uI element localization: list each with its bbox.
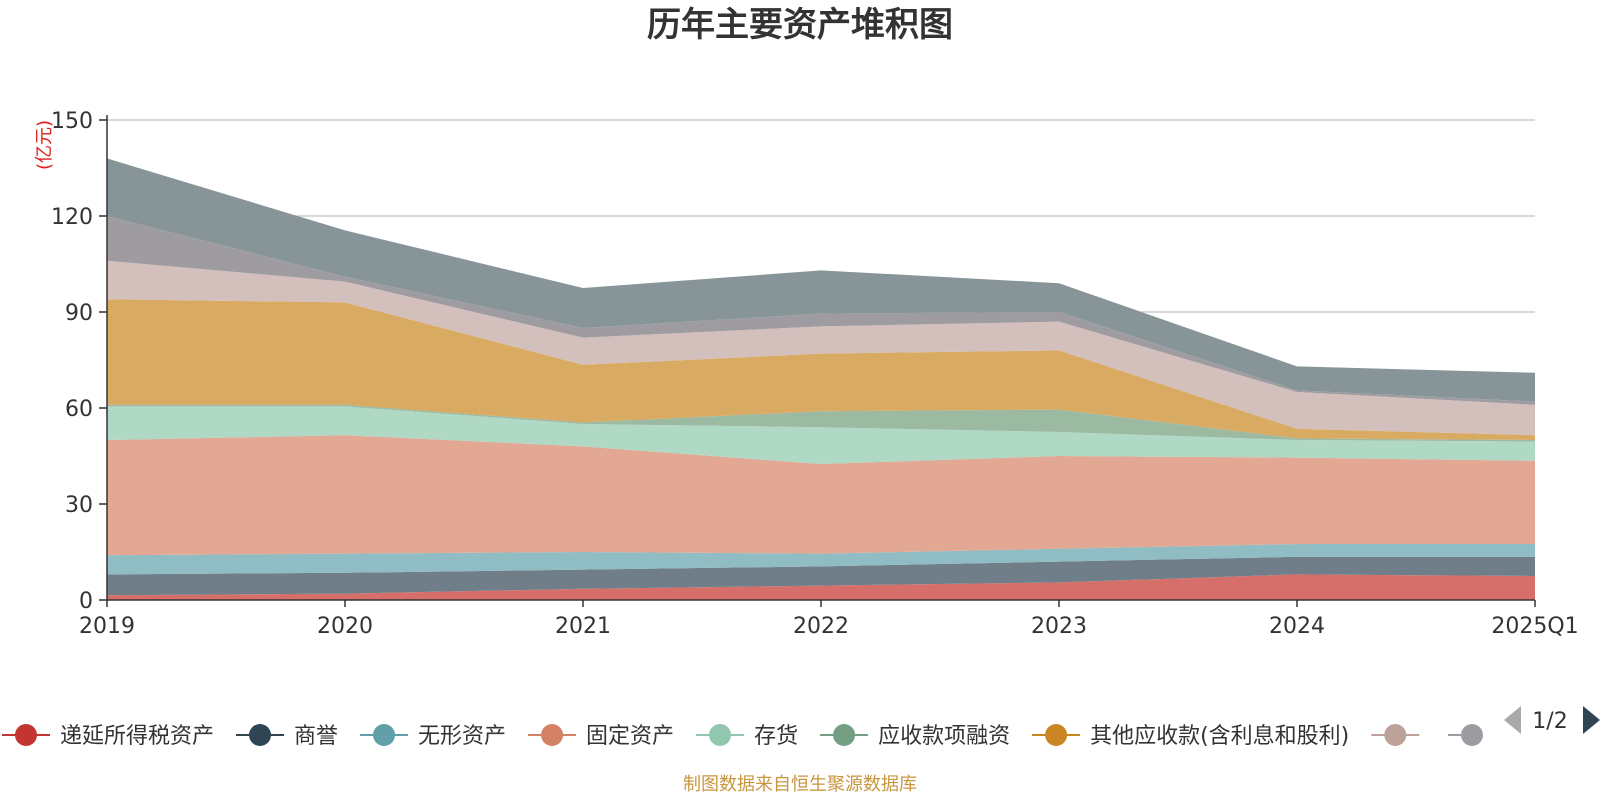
pager-next-arrow-icon[interactable] <box>1583 706 1600 734</box>
legend-item[interactable]: 无形资产 <box>360 724 506 749</box>
legend-marker <box>1461 724 1483 746</box>
x-tick-label: 2025Q1 <box>1491 614 1578 639</box>
legend-marker <box>249 724 272 746</box>
stacked-areas <box>107 158 1535 600</box>
legend[interactable]: 递延所得税资产 商誉 无形资产 固定资产 存货 应收款项融资 其他应收款(含利息和股利) <box>2 724 1483 749</box>
y-tick-label: 60 <box>65 397 93 422</box>
x-tick-label: 2021 <box>555 614 611 639</box>
legend-label: 应收款项融资 <box>878 724 1010 749</box>
y-tick-label: 150 <box>51 109 93 134</box>
legend-pager[interactable]: 1/2 <box>1504 706 1600 734</box>
legend-marker <box>709 724 732 746</box>
legend-item[interactable]: 递延所得税资产 <box>2 724 214 749</box>
legend-item[interactable] <box>1371 724 1420 746</box>
legend-item[interactable]: 商誉 <box>236 724 338 749</box>
area-series-1 <box>107 556 1535 596</box>
x-tick-label: 2024 <box>1269 614 1325 639</box>
y-tick-label: 0 <box>79 589 93 614</box>
area-series-0 <box>107 574 1535 600</box>
y-tick-label: 30 <box>65 493 93 518</box>
y-tick-label: 120 <box>51 205 93 230</box>
area-series-3 <box>107 435 1535 556</box>
legend-marker <box>1384 724 1407 746</box>
area-series-9 <box>107 158 1535 402</box>
x-tick-label: 2022 <box>793 614 849 639</box>
legend-item[interactable]: 存货 <box>696 724 798 749</box>
legend-item[interactable]: 固定资产 <box>528 724 674 749</box>
pager-prev-arrow-icon[interactable] <box>1504 706 1521 734</box>
x-tick-label: 2019 <box>79 614 135 639</box>
y-axis-unit: (亿元) <box>34 120 55 170</box>
legend-item-partial[interactable] <box>1448 724 1483 746</box>
pager-label: 1/2 <box>1532 709 1567 734</box>
area-series-6 <box>107 299 1535 440</box>
data-source-note: 制图数据来自恒生聚源数据库 <box>683 774 917 795</box>
area-series-5 <box>107 404 1535 442</box>
legend-label: 递延所得税资产 <box>60 724 214 749</box>
area-series-2 <box>107 544 1535 575</box>
legend-label: 存货 <box>754 724 798 749</box>
legend-label: 固定资产 <box>586 724 674 749</box>
legend-marker <box>833 724 856 746</box>
x-tick-label: 2020 <box>317 614 373 639</box>
legend-label: 无形资产 <box>418 724 506 749</box>
legend-label: 商誉 <box>294 724 338 749</box>
y-tick-label: 90 <box>65 301 93 326</box>
legend-item[interactable]: 其他应收款(含利息和股利) <box>1032 724 1349 749</box>
area-series-4 <box>107 406 1535 464</box>
axes: 0 30 60 90 120 150 2019 2020 2021 2022 2023 2024 202… <box>51 109 1579 639</box>
legend-marker <box>1045 724 1068 746</box>
legend-marker <box>15 724 37 746</box>
legend-label: 其他应收款(含利息和股利) <box>1090 724 1349 749</box>
legend-marker <box>373 724 396 746</box>
area-series-7 <box>107 260 1535 436</box>
legend-item[interactable]: 应收款项融资 <box>820 724 1010 749</box>
legend-marker <box>541 724 564 746</box>
chart-title: 历年主要资产堆积图 <box>647 5 953 45</box>
x-tick-label: 2023 <box>1031 614 1087 639</box>
